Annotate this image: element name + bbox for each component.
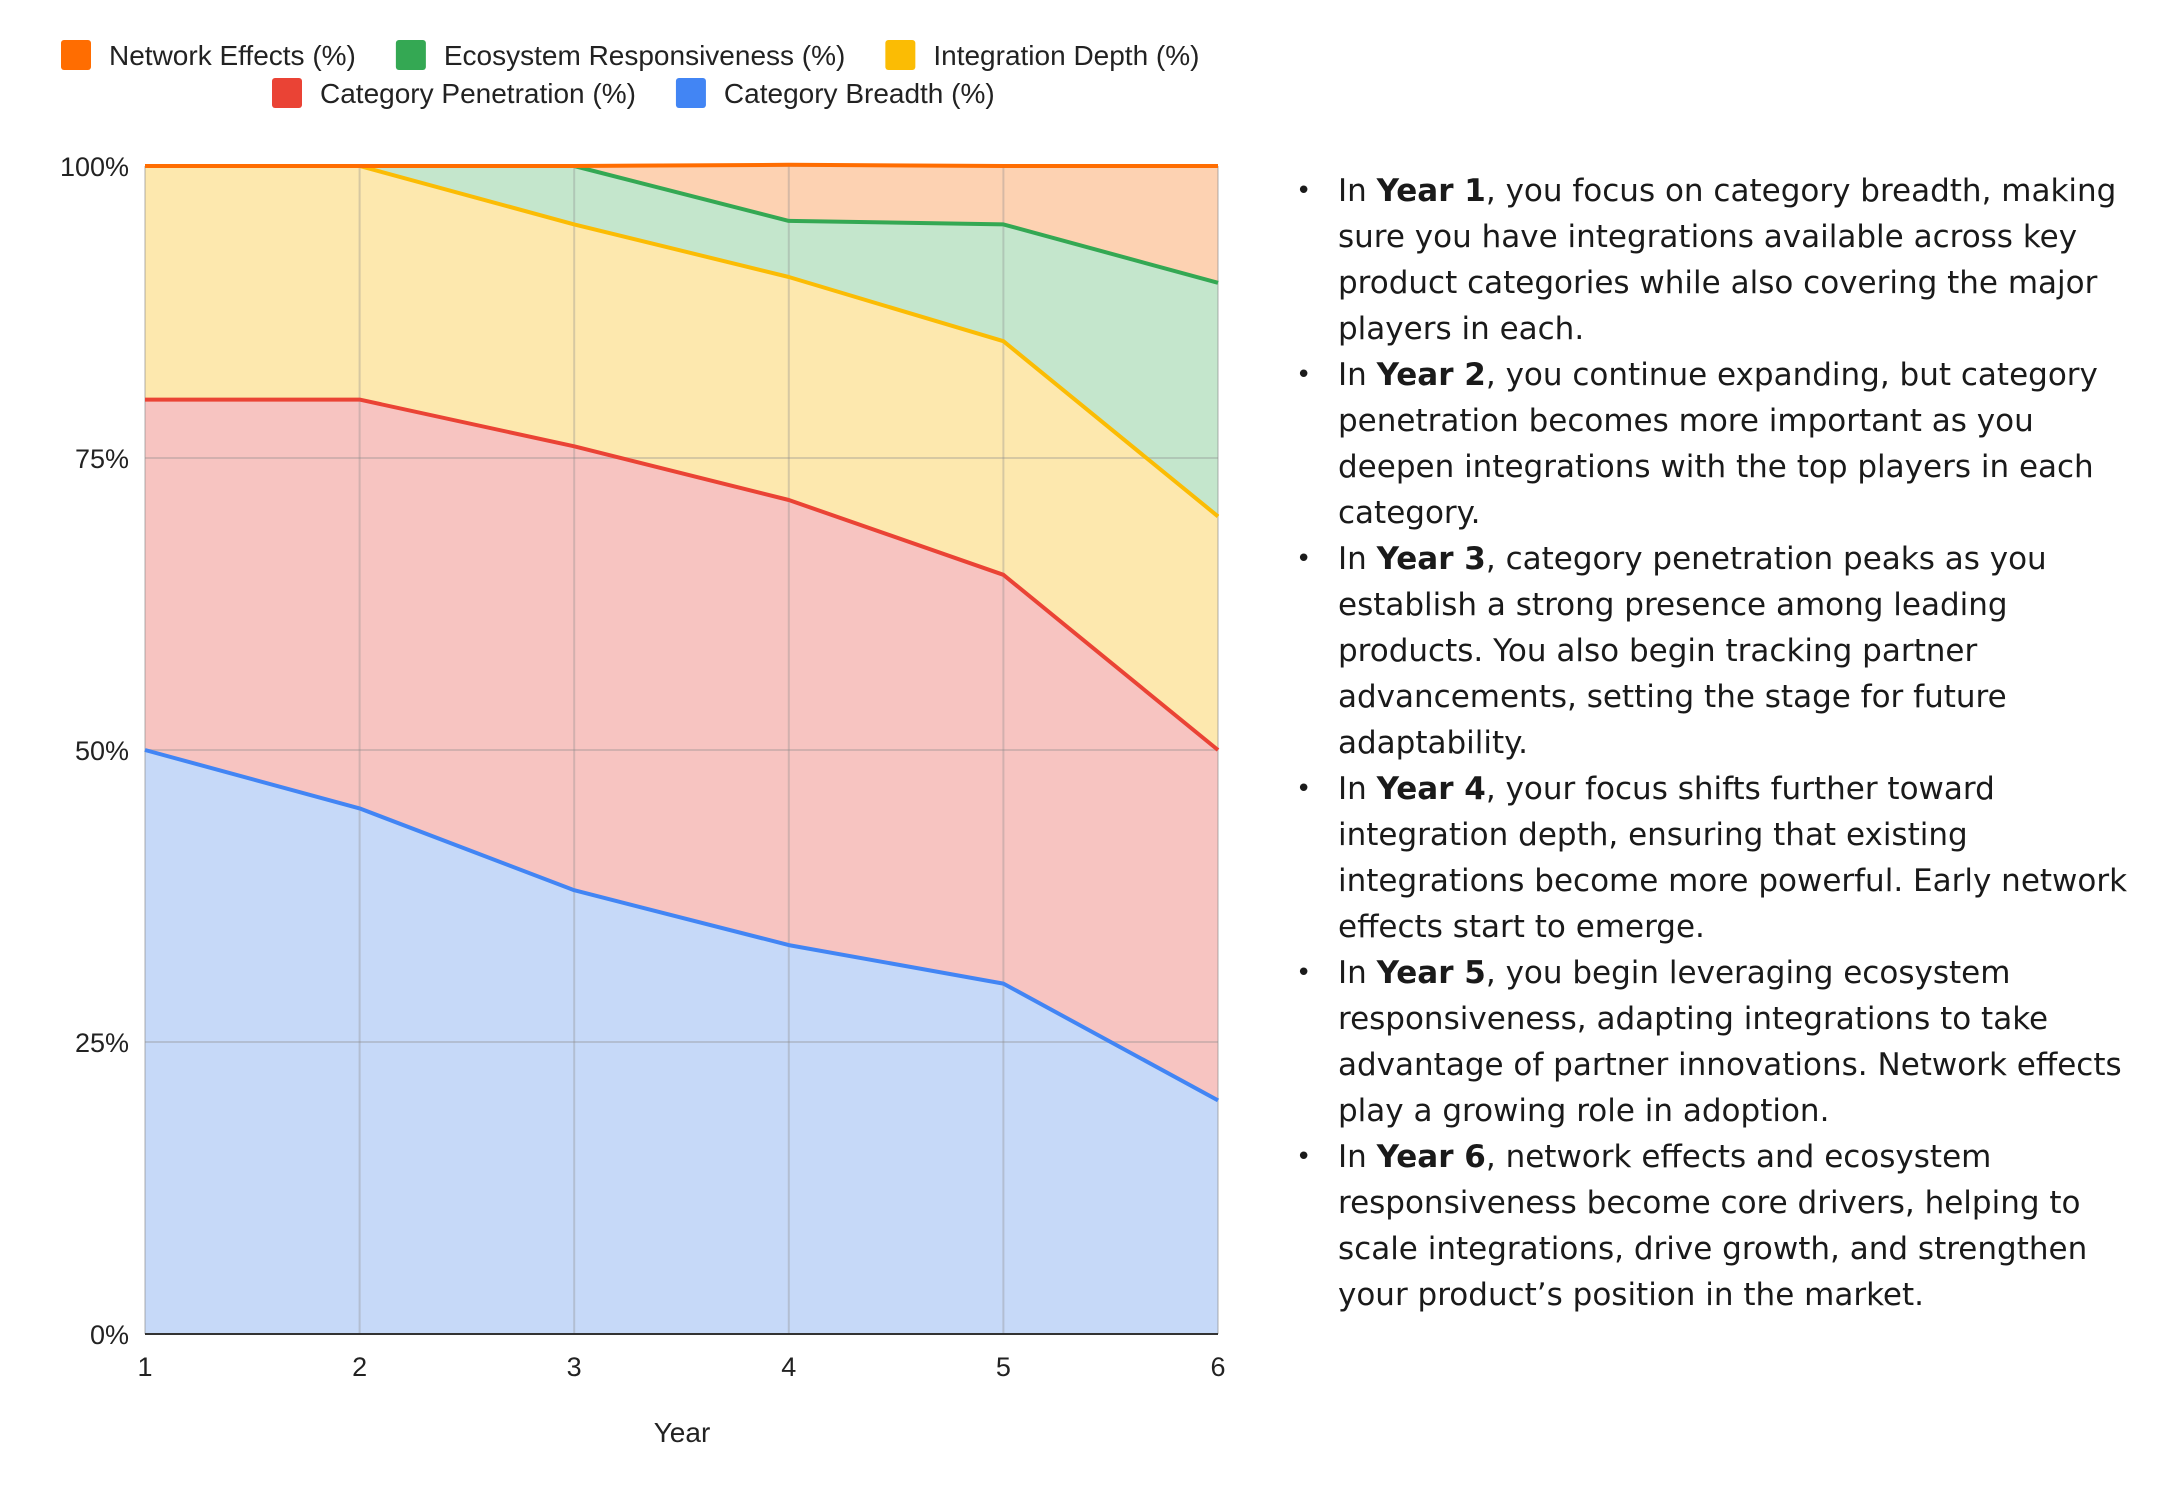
note-year: Year 1 — [1376, 173, 1486, 209]
note-prefix: In — [1338, 173, 1377, 209]
bullet-glyph: • — [1296, 176, 1312, 206]
legend-swatch — [272, 78, 302, 108]
area-2 — [145, 166, 1218, 750]
x-tick-label: 4 — [781, 1352, 796, 1382]
note-year: Year 2 — [1376, 357, 1486, 393]
note-text: , network effects and ecosystem responsi… — [1338, 1139, 2088, 1313]
legend-label: Ecosystem Responsiveness (%) — [444, 40, 845, 71]
y-tick-label: 75% — [75, 444, 129, 474]
bullet-glyph: • — [1296, 544, 1312, 574]
note-year: Year 4 — [1376, 771, 1486, 807]
year-note-item: • In Year 5, you begin leveraging ecosyst… — [1296, 950, 2156, 1134]
legend-label: Network Effects (%) — [109, 40, 356, 71]
year-note-item: • In Year 3, category penetration peaks a… — [1296, 536, 2156, 766]
year-notes-list: • In Year 1, you focus on category breadt… — [1296, 168, 2156, 1318]
note-prefix: In — [1338, 357, 1377, 393]
series-lines — [144, 162, 1220, 1103]
series-line-4 — [145, 162, 1218, 168]
bullet-glyph: • — [1296, 774, 1312, 804]
note-text: , your focus shifts further toward integ… — [1338, 771, 2128, 945]
bullet-glyph: • — [1296, 1142, 1312, 1172]
x-axis-title: Year — [654, 1417, 711, 1448]
bullet-glyph: • — [1296, 958, 1312, 988]
year-note-item: • In Year 4, your focus shifts further to… — [1296, 766, 2156, 950]
y-tick-label: 25% — [75, 1028, 129, 1058]
area-0 — [145, 750, 1218, 1334]
legend-swatch — [885, 40, 916, 70]
series-line-1 — [145, 397, 1220, 752]
note-prefix: In — [1338, 541, 1377, 577]
area-4 — [145, 164, 1218, 283]
x-tick-label: 3 — [567, 1352, 582, 1382]
year-note-item: • In Year 2, you continue expanding, but … — [1296, 352, 2156, 536]
x-tick-label: 6 — [1210, 1352, 1225, 1382]
x-tick-label: 5 — [996, 1352, 1011, 1382]
legend-swatch — [395, 40, 426, 70]
y-tick-label: 0% — [90, 1320, 129, 1350]
legend-label: Category Penetration (%) — [320, 78, 636, 109]
note-prefix: In — [1338, 1139, 1377, 1175]
x-tick-label: 1 — [137, 1352, 152, 1382]
x-axis-ticks: 1 2 3 4 5 6 — [137, 1352, 1225, 1382]
note-year: Year 5 — [1376, 955, 1486, 991]
legend-swatch — [675, 78, 706, 108]
chart-legend: Network Effects (%) Ecosystem Responsiven… — [61, 40, 1199, 109]
bullet-glyph: • — [1296, 360, 1312, 390]
legend-label: Integration Depth (%) — [933, 40, 1199, 71]
y-axis-ticks: 0% 25% 50% 75% 100% — [60, 152, 129, 1350]
area-1 — [145, 399, 1218, 1101]
stacked-area-chart: Network Effects (%) Ecosystem Responsiven… — [60, 40, 1226, 1448]
year-note-item: • In Year 1, you focus on category breadt… — [1296, 168, 2156, 352]
chart-grid — [144, 165, 1219, 1335]
x-tick-label: 2 — [352, 1352, 367, 1382]
legend-swatch — [61, 40, 91, 70]
note-year: Year 6 — [1376, 1139, 1486, 1175]
note-text: , category penetration peaks as you esta… — [1338, 541, 2047, 761]
note-text: , you focus on category breadth, making … — [1338, 173, 2117, 347]
note-year: Year 3 — [1376, 541, 1486, 577]
area-series — [145, 164, 1218, 1334]
area-3 — [145, 166, 1218, 517]
series-line-0 — [144, 748, 1219, 1103]
note-text: , you begin leveraging ecosystem respons… — [1338, 955, 2122, 1129]
y-tick-label: 50% — [75, 736, 129, 766]
y-tick-label: 100% — [60, 152, 129, 182]
note-prefix: In — [1338, 771, 1377, 807]
year-note-item: • In Year 6, network effects and ecosyste… — [1296, 1134, 2156, 1318]
legend-label: Category Breadth (%) — [724, 78, 995, 109]
note-prefix: In — [1338, 955, 1377, 991]
note-text: , you continue expanding, but category p… — [1338, 357, 2098, 531]
